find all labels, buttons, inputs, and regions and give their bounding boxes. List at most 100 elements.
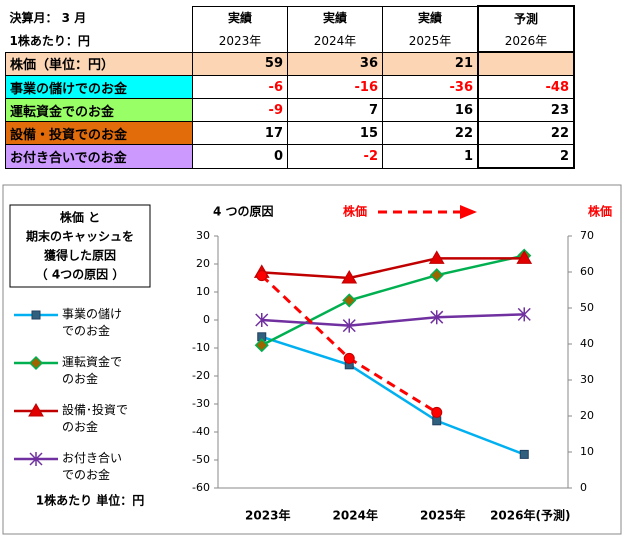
y2-tick-label: 60 (580, 265, 594, 278)
cell: 17 (192, 121, 288, 145)
cell: 59 (192, 51, 288, 76)
marker (342, 318, 356, 333)
y2-tick-label: 30 (580, 373, 594, 386)
marker (431, 406, 443, 418)
series-line (261, 257, 525, 280)
y-tick-label: -20 (192, 369, 210, 382)
annotation: 株価 (343, 204, 367, 219)
y-tick-label: -10 (192, 341, 210, 354)
cell: 36 (287, 51, 383, 76)
x-tick-label: 2026年(予測) (490, 508, 570, 523)
cell: 22 (477, 121, 575, 145)
arrow-head (460, 205, 477, 219)
column-year: 2025年 (382, 29, 479, 53)
legend-title-box (9, 204, 151, 288)
header-label: 1株あたり：円 (9, 33, 90, 48)
cell: -6 (192, 75, 288, 99)
series-line (261, 335, 525, 456)
marker (429, 268, 444, 283)
column-year: 2026年 (477, 29, 575, 53)
table-row: 運転資金でのお金 -9 7 16 23 (5, 98, 575, 122)
cell (477, 51, 575, 76)
legend-label: 設備･投資でのお金 (62, 403, 129, 434)
legend-title: 獲得した原因 (44, 248, 116, 263)
x-tick-label: 2024年 (333, 508, 378, 523)
x-tick-label: 2023年 (245, 508, 290, 523)
annotation: 1株あたり 単位：円 (36, 493, 145, 508)
marker (28, 355, 44, 371)
column-status: 実績 (382, 5, 479, 29)
cell: -36 (382, 75, 479, 99)
legend-entry: 事業の儲けでのお金 (62, 307, 123, 338)
marker (254, 338, 269, 353)
y2-tick-label: 20 (580, 409, 594, 422)
marker (516, 250, 533, 264)
y-tick-label: 20 (196, 257, 210, 270)
marker (256, 270, 268, 282)
cell: 16 (382, 98, 479, 122)
row-label: お付き合いでのお金 (5, 144, 193, 169)
cell: -9 (192, 98, 288, 122)
marker (517, 307, 531, 322)
annotation: 4 つの原因 (213, 204, 274, 219)
cell: 1 (382, 144, 479, 169)
header-row: 1株あたり：円 2023年 2024年 2025年 2026年 (6, 29, 575, 53)
row-label: 事業の儲けでのお金 (5, 75, 193, 99)
cell: 7 (287, 98, 383, 122)
table-row: 設備・投資でのお金 17 15 22 22 (5, 121, 575, 145)
table-row: 株価（単位：円） 59 36 21 (5, 51, 575, 76)
cell: -2 (287, 144, 383, 169)
cell: 21 (382, 51, 479, 76)
y2-tick-label: 10 (580, 445, 594, 458)
y-tick-label: -50 (192, 453, 210, 466)
header-row: 決算月： 3 月実績 実績 実績 予測 (6, 5, 575, 29)
marker (343, 352, 355, 364)
marker (341, 270, 358, 284)
y-tick-label: 10 (196, 285, 210, 298)
marker (342, 293, 357, 308)
annotation: 株価 (588, 204, 612, 219)
y-tick-label: 0 (203, 313, 210, 326)
legend-title: 株価 と (60, 210, 100, 225)
marker (255, 313, 269, 327)
column-status: 予測 (477, 5, 575, 29)
chart-border (2, 184, 622, 535)
y2-tick-label: 40 (580, 337, 594, 350)
series-line (261, 313, 525, 327)
column-year: 2024年 (287, 29, 383, 53)
x-tick-label: 2025年 (420, 508, 465, 523)
legend-label: 事業の儲けでのお金 (62, 307, 123, 338)
table-row: お付き合いでのお金 0 -2 1 2 (5, 144, 575, 169)
legend-entry: 設備･投資でのお金 (62, 403, 129, 434)
row-label: 運転資金でのお金 (5, 98, 193, 122)
cell: 2 (477, 144, 575, 169)
cell: -16 (287, 75, 383, 99)
y-tick-label: -60 (192, 481, 210, 494)
cell: -48 (477, 75, 575, 99)
legend-title: （ 4つの原因 ） (36, 267, 125, 282)
column-status: 実績 (287, 5, 383, 29)
y-tick-label: -40 (192, 425, 210, 438)
header-label: 決算月： 3 月 (9, 11, 87, 25)
marker (432, 416, 442, 426)
legend-entry: お付き合いでのお金 (62, 451, 123, 482)
marker (519, 449, 529, 459)
cell: 0 (192, 144, 288, 169)
legend-label: お付き合いでのお金 (62, 451, 123, 482)
legend-label: 運転資金でのお金 (62, 355, 123, 386)
y2-tick-label: 0 (580, 481, 587, 494)
y-tick-label: -30 (192, 397, 210, 410)
marker (430, 310, 444, 325)
column-status: 実績 (192, 5, 288, 29)
marker (428, 250, 445, 264)
legend-title: 期末のキャッシュを (26, 229, 134, 244)
data-table: 決算月： 3 月実績 実績 実績 予測 1株あたり：円 2023年 2024年 2025年 20… (5, 5, 575, 169)
row-label: 株価（単位：円） (5, 51, 193, 76)
cell: 15 (287, 121, 383, 145)
cell: 22 (382, 121, 479, 145)
y2-tick-label: 50 (580, 301, 594, 314)
cell: 23 (477, 98, 575, 122)
legend-entry: 運転資金でのお金 (62, 355, 123, 386)
row-label: 設備・投資でのお金 (5, 121, 193, 145)
